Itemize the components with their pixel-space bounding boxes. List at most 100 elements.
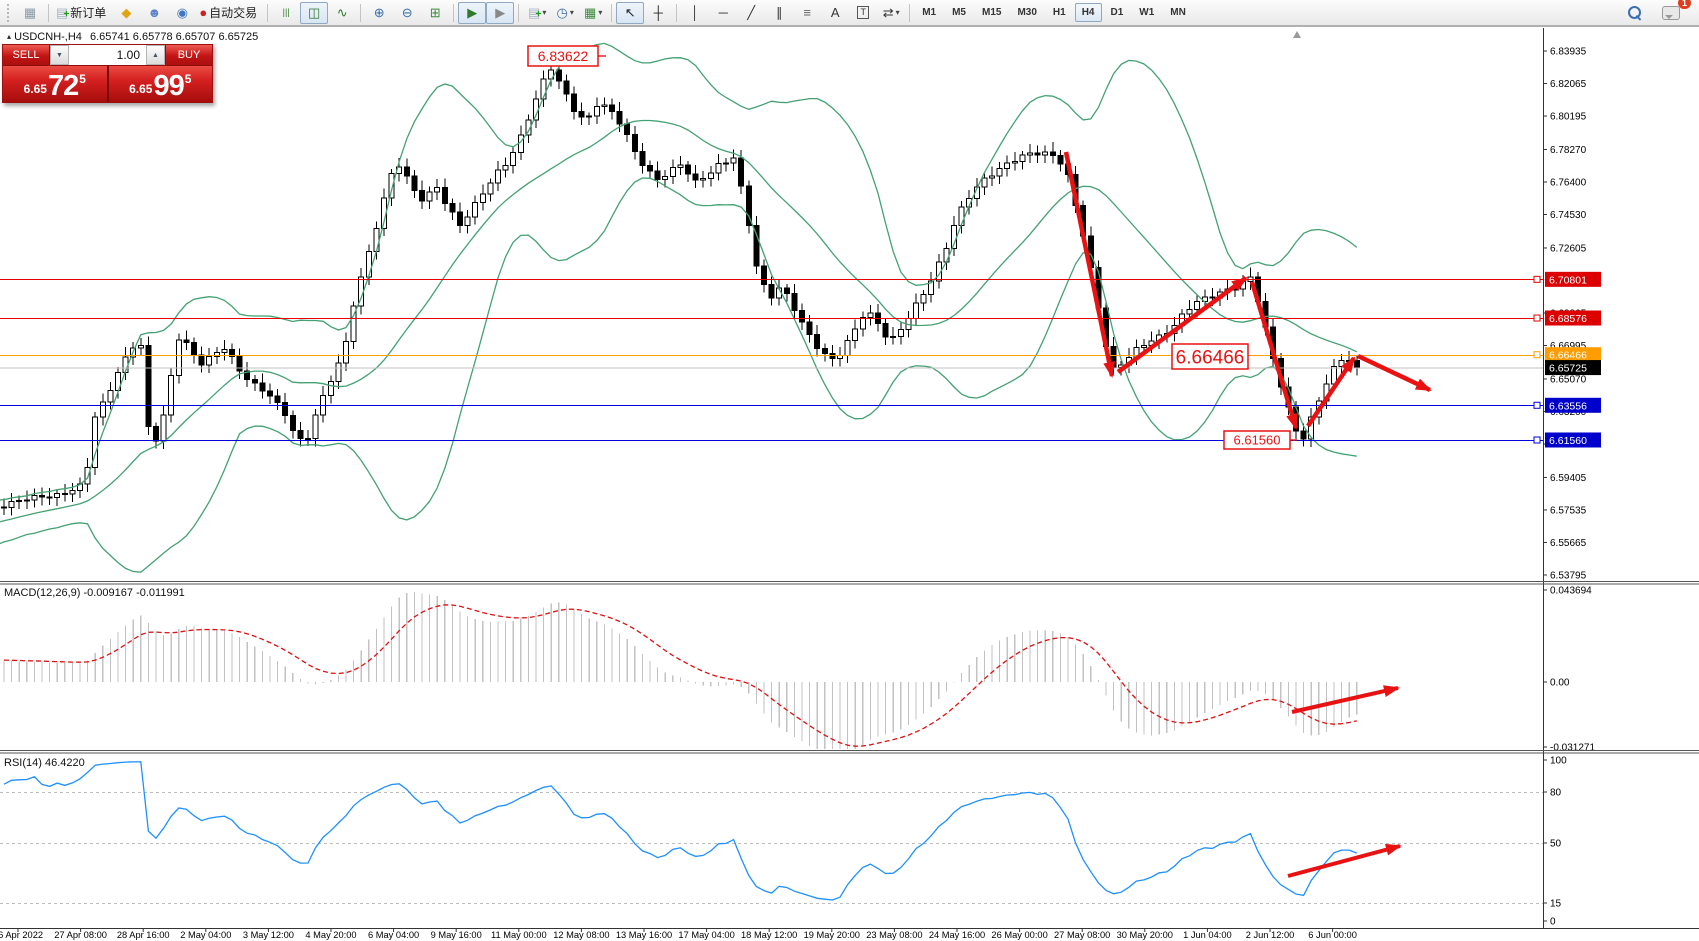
chart-shift-icon[interactable]: ▶: [486, 1, 515, 24]
bar-chart-icon[interactable]: |||: [272, 2, 300, 24]
candle: [16, 500, 23, 503]
line-chart-icon[interactable]: ∿: [328, 2, 356, 24]
level-handle[interactable]: [1533, 436, 1541, 444]
volume-increase-button[interactable]: ▲: [146, 45, 165, 65]
vertical-line-icon[interactable]: │: [681, 2, 709, 24]
sell-button[interactable]: SELL: [3, 45, 50, 65]
candle: [1049, 151, 1056, 156]
candle: [1338, 360, 1345, 367]
rsi-trend-arrow[interactable]: [1287, 843, 1402, 878]
price-axis: 6.83935 6.82065 6.80195 6.78270 6.76400 6.745…: [1533, 28, 1601, 928]
candle: [54, 492, 61, 499]
text-label-icon[interactable]: T: [849, 2, 877, 24]
trend-arrow-2[interactable]: [1116, 276, 1248, 374]
candle: [609, 104, 615, 112]
rsi-line: [3, 761, 1358, 901]
candle: [639, 151, 646, 167]
crosshair-icon[interactable]: ┼: [644, 2, 672, 24]
auto-scroll-icon[interactable]: ▶: [458, 1, 487, 24]
trend-arrow-5[interactable]: [1357, 353, 1432, 393]
timeframe-m15[interactable]: M15: [982, 7, 1002, 18]
time-tick-label: 2 May 04:00: [180, 930, 231, 940]
periods-button-glyph: ◷: [556, 5, 568, 20]
timeframe-mn[interactable]: MN: [1170, 7, 1186, 18]
toolbar-grip[interactable]: [7, 3, 13, 22]
indicators-button[interactable]: ▤ + ▾: [523, 2, 551, 24]
search-button[interactable]: [1621, 2, 1649, 24]
macd-signal-line: [3, 604, 1357, 747]
cursor-icon-glyph: ↖: [624, 5, 636, 20]
templates-button[interactable]: ▦ ▾: [579, 2, 607, 24]
tile-windows-icon[interactable]: ⊞: [421, 2, 449, 24]
volume-input[interactable]: 1.00: [116, 48, 140, 62]
webcast-icon-glyph: ◉: [176, 5, 188, 20]
cursor-icon[interactable]: ↖: [616, 1, 645, 24]
trend-arrow-1[interactable]: [1063, 151, 1116, 378]
trendline-icon[interactable]: ╱: [737, 2, 765, 24]
time-tick-label: 12 May 08:00: [553, 930, 609, 940]
timeframe-h1[interactable]: H1: [1052, 7, 1066, 18]
price-annotation-box[interactable]: [527, 45, 599, 67]
new-order-button-label: 新订单: [70, 6, 107, 20]
horizontal-line-icon[interactable]: ─: [709, 2, 737, 24]
chart-shift-marker[interactable]: [1293, 31, 1301, 38]
level-handle[interactable]: [1533, 314, 1541, 322]
timeframe-m30[interactable]: M30: [1017, 7, 1037, 18]
arrows-icon[interactable]: ⇄ ▾: [877, 2, 905, 24]
app-chart-icon[interactable]: ▦: [16, 2, 44, 24]
timeframe-d1[interactable]: D1: [1110, 7, 1124, 18]
auto-trading-icon: ●: [199, 5, 208, 20]
zoom-out-icon[interactable]: ⊖: [393, 2, 421, 24]
price-annotation-box[interactable]: [1171, 343, 1249, 370]
notifications-button[interactable]: 1: [1657, 0, 1691, 24]
candle: [495, 169, 501, 184]
level-handle[interactable]: [1533, 351, 1541, 359]
timeframe-m1[interactable]: M1: [922, 7, 937, 18]
chart-shift-icon-glyph: ▶: [495, 5, 506, 20]
text-icon[interactable]: A: [821, 2, 849, 24]
candle: [601, 104, 608, 108]
level-badge-6.61560: [1545, 432, 1601, 448]
candle: [411, 175, 418, 191]
level-handle[interactable]: [1533, 275, 1541, 283]
sell-price-tile[interactable]: 6.65 72 5: [3, 66, 109, 102]
candle: [244, 370, 251, 380]
symbol-ohlc-bar: ▴ USDCNH-,H4 6.65741 6.65778 6.65707 6.6…: [7, 31, 258, 43]
chevron-down-icon: ▾: [542, 8, 547, 17]
profile-icon[interactable]: ☻: [140, 2, 168, 24]
market-watch-icon[interactable]: ◆: [112, 2, 140, 24]
candle: [624, 123, 631, 135]
trend-arrow-4[interactable]: [1306, 356, 1356, 428]
rsi-tick-label: 80: [1550, 788, 1562, 799]
time-tick-label: 24 May 16:00: [929, 930, 985, 940]
candlestick-chart-icon[interactable]: ◫: [300, 1, 329, 24]
macd-tick-label: 0.00: [1550, 678, 1570, 689]
timeframe-h4[interactable]: H4: [1074, 3, 1102, 22]
auto-trading-button[interactable]: ● 自动交易: [196, 2, 263, 24]
macd-trend-arrow[interactable]: [1291, 685, 1400, 714]
periods-button[interactable]: ◷ ▾: [551, 2, 579, 24]
trend-arrow-3[interactable]: [1249, 281, 1299, 430]
buy-price-tile[interactable]: 6.65 99 5: [108, 66, 212, 102]
price-annotation-box[interactable]: [1223, 430, 1291, 450]
new-order-button[interactable]: ▤ + 新订单: [53, 2, 112, 24]
price-tick-label: 6.72605: [1550, 243, 1587, 254]
level-handle[interactable]: [1533, 401, 1541, 409]
fibonacci-icon[interactable]: ≡: [793, 2, 821, 24]
buy-button[interactable]: BUY: [165, 45, 212, 65]
trendline-icon-glyph: ╱: [747, 5, 756, 20]
candle: [1308, 416, 1315, 440]
candle: [274, 395, 281, 403]
webcast-icon[interactable]: ◉: [168, 2, 196, 24]
timeframe-w1[interactable]: W1: [1139, 7, 1155, 18]
auto-trading-button-label: 自动交易: [209, 6, 258, 20]
channel-icon[interactable]: ∥: [765, 2, 793, 24]
timeframe-m5[interactable]: M5: [952, 7, 966, 18]
bollinger-upper-band: [0, 42, 1358, 501]
candle: [153, 426, 159, 442]
zoom-in-icon[interactable]: ⊕: [365, 2, 393, 24]
volume-decrease-button[interactable]: ▼: [50, 45, 69, 65]
line-chart-icon-glyph: ∿: [336, 5, 348, 20]
price-tick-label: 6.83935: [1550, 47, 1587, 58]
